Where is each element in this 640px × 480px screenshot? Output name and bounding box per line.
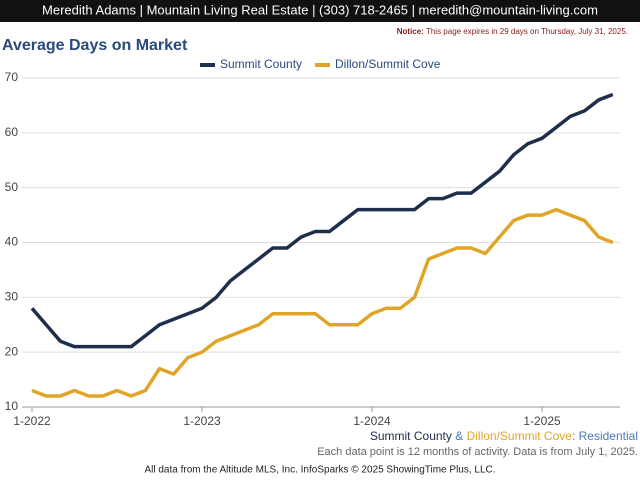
notice-text: This page expires in 29 days on Thursday… [426, 27, 628, 36]
contact: Meredith Adams | Mountain Living Real Es… [42, 2, 598, 17]
kind: : Residential [572, 429, 638, 443]
chart-title: Average Days on Market [2, 37, 188, 54]
y-tick-label: 60 [5, 125, 19, 139]
area-a: Summit County [370, 429, 452, 443]
y-tick-label: 20 [5, 344, 19, 358]
header-bar [0, 0, 640, 22]
notice: Notice: This page expires in 29 days on … [397, 27, 628, 36]
y-tick-label: 50 [5, 180, 19, 194]
footer-note: Each data point is 12 months of activity… [317, 446, 638, 458]
legend-label: Dillon/Summit Cove [335, 57, 441, 71]
y-tick-label: 70 [5, 70, 19, 84]
notice-label: Notice: [397, 27, 424, 36]
x-tick-label: 1-2025 [523, 414, 561, 428]
footer-areas: Summit County & Dillon/Summit Cove: Resi… [370, 429, 638, 443]
footer-source: All data from the Altitude MLS, Inc. Inf… [144, 465, 495, 476]
y-tick-label: 10 [5, 399, 19, 413]
legend-label: Summit County [220, 57, 302, 71]
area-b: Dillon/Summit Cove [467, 429, 573, 443]
y-tick-label: 40 [5, 235, 19, 249]
y-tick-label: 30 [5, 290, 19, 304]
x-tick-label: 1-2022 [13, 414, 51, 428]
amp: & [455, 429, 463, 443]
x-tick-label: 1-2023 [183, 414, 221, 428]
x-tick-label: 1-2024 [353, 414, 391, 428]
series-line [30, 92, 614, 349]
series-line [31, 207, 614, 398]
